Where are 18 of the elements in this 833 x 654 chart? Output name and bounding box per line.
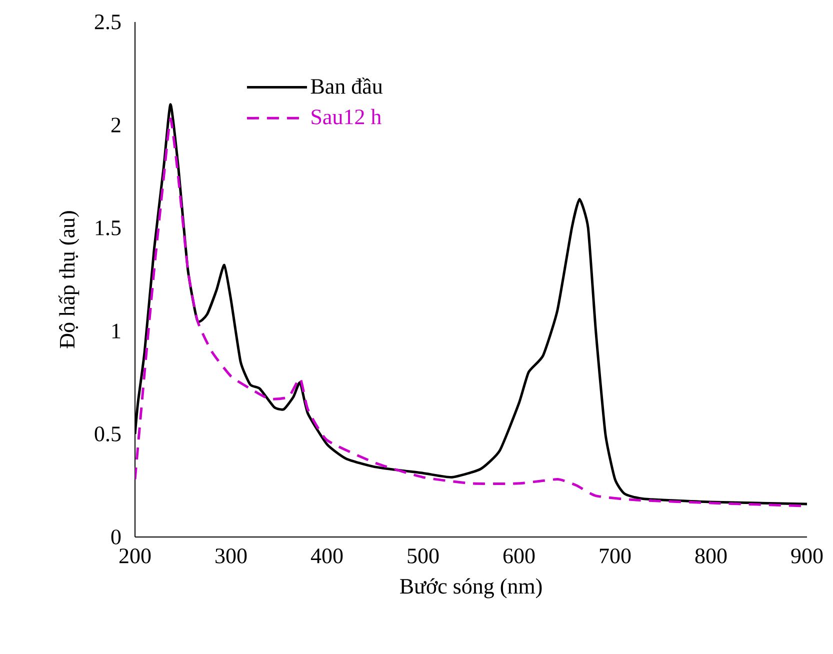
x-axis-title: Bước sóng (nm) (400, 578, 542, 598)
legend-label: Sau12 h (312, 108, 382, 124)
y-tick-label: 1.5 (96, 220, 121, 236)
legend-label: Ban đầu (310, 78, 383, 94)
x-tick-label: 200 (119, 548, 151, 564)
x-tick-label: 300 (216, 548, 247, 564)
y-tick-label: 0.5 (94, 426, 121, 442)
y-tick-label: 1 (112, 324, 120, 338)
x-tick-label: 800 (695, 548, 727, 564)
x-tick-label: 600 (503, 548, 535, 564)
x-tick-label: 900 (791, 548, 823, 564)
x-tick-label: 500 (408, 548, 439, 564)
x-tick-label: 400 (310, 548, 343, 564)
y-tick-label: 2 (111, 118, 120, 132)
x-tick-label: 700 (600, 548, 631, 564)
y-tick-label: 0 (111, 530, 121, 544)
y-axis-title: Độ hấp thụ (au) (58, 211, 80, 348)
y-tick-label: 2.5 (94, 14, 121, 30)
